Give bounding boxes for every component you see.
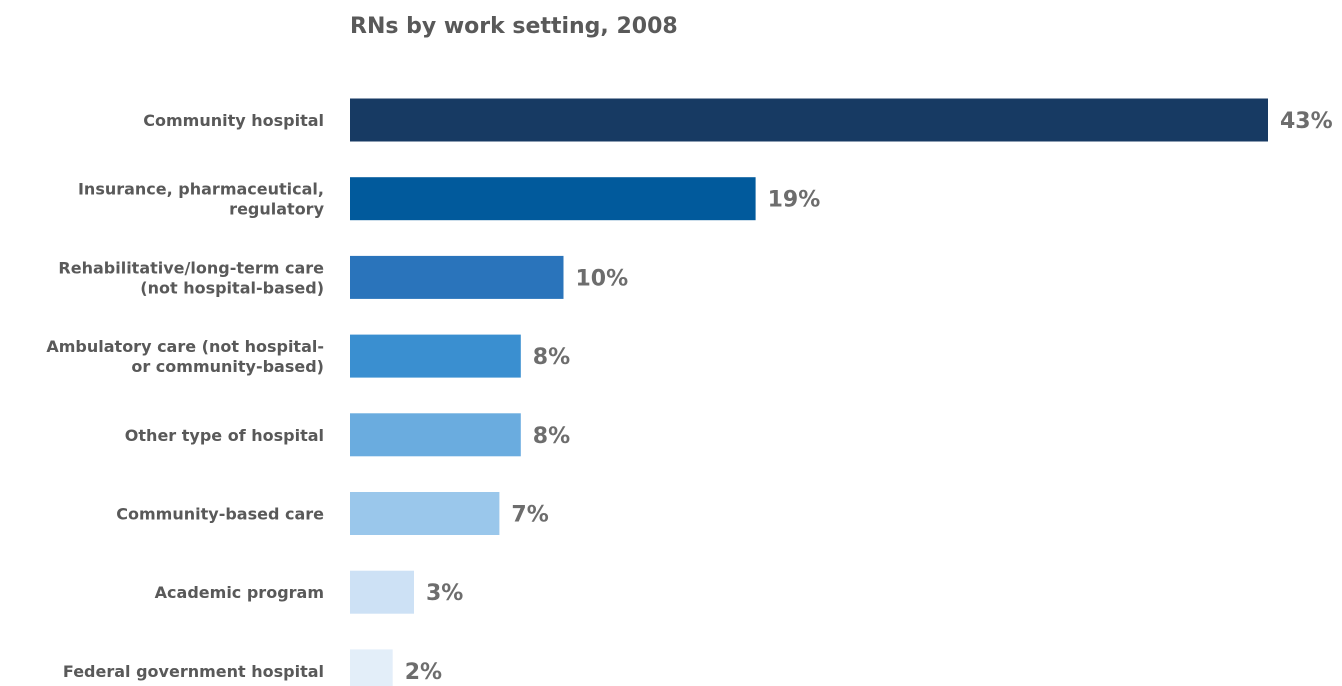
value-label-6: 3%	[426, 581, 463, 606]
category-label-7: Federal government hospital	[63, 662, 324, 681]
bar-0	[350, 98, 1268, 142]
category-label-line: regulatory	[229, 200, 324, 219]
value-label-3: 8%	[533, 345, 570, 370]
value-label-1: 19%	[768, 188, 821, 213]
category-label-line: Ambulatory care (not hospital-	[46, 337, 324, 356]
category-label-3: Ambulatory care (not hospital-or communi…	[46, 337, 324, 376]
value-label-4: 8%	[533, 424, 570, 449]
value-label-0: 43%	[1280, 109, 1333, 134]
bar-7	[350, 649, 393, 686]
category-label-line: Community hospital	[143, 111, 324, 130]
value-label-5: 7%	[511, 503, 548, 528]
bar-2	[350, 255, 564, 299]
bar-6	[350, 570, 414, 614]
category-label-line: (not hospital-based)	[140, 278, 324, 297]
bar-3	[350, 334, 521, 378]
category-label-line: or community-based)	[131, 357, 324, 376]
category-label-1: Insurance, pharmaceutical, regulatory	[78, 180, 325, 219]
category-label-line: Rehabilitative/long-term care	[58, 258, 324, 277]
category-label-line: Academic program	[155, 583, 324, 602]
value-label-2: 10%	[576, 266, 629, 291]
bar-4	[350, 413, 521, 457]
category-label-2: Rehabilitative/long-term care (not hospit…	[58, 258, 324, 297]
chart-title: RNs by work setting, 2008	[350, 14, 678, 39]
category-label-0: Community hospital	[143, 111, 324, 130]
category-label-line: Federal government hospital	[63, 662, 324, 681]
category-label-line: Other type of hospital	[125, 426, 324, 445]
bar-1	[350, 177, 756, 221]
value-label-7: 2%	[405, 660, 442, 685]
category-label-line: Community-based care	[116, 505, 324, 524]
category-label-line: Insurance, pharmaceutical,	[78, 180, 324, 199]
bar-5	[350, 492, 500, 535]
category-label-4: Other type of hospital	[125, 426, 324, 445]
category-label-6: Academic program	[155, 583, 324, 602]
category-label-5: Community-based care	[116, 505, 324, 524]
